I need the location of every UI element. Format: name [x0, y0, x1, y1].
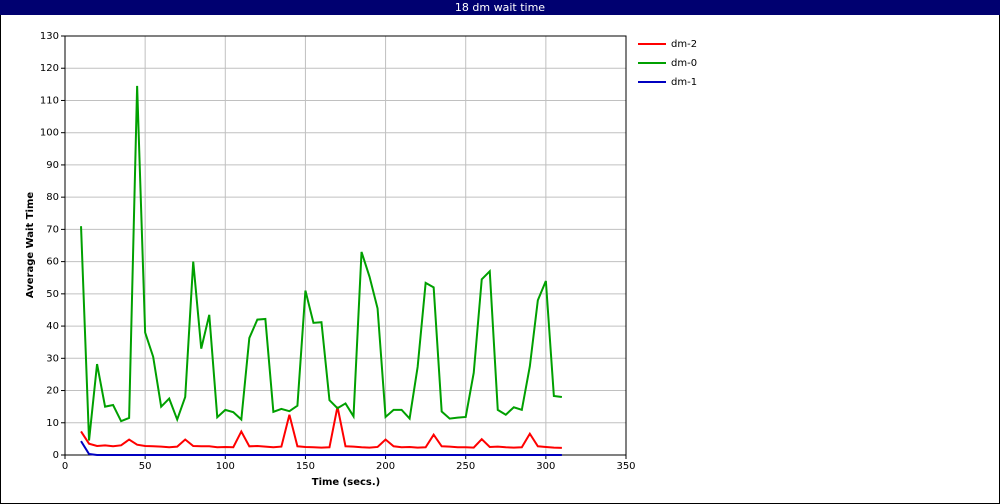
y-tick-label: 40: [46, 321, 59, 332]
y-tick-label: 20: [46, 386, 59, 397]
legend-label: dm-1: [671, 77, 697, 88]
y-tick-label: 10: [46, 418, 59, 429]
x-tick-label: 350: [616, 461, 635, 472]
y-tick-label: 50: [46, 289, 59, 300]
y-tick-label: 90: [46, 160, 59, 171]
y-tick-label: 110: [40, 95, 59, 106]
x-tick-label: 300: [536, 461, 555, 472]
plot-area: [65, 36, 626, 455]
x-axis-label: Time (secs.): [312, 477, 381, 488]
x-tick-label: 250: [456, 461, 475, 472]
series-line: [80, 440, 562, 456]
legend-label: dm-0: [671, 58, 697, 69]
y-tick-label: 60: [46, 257, 59, 268]
x-tick-label: 0: [62, 461, 68, 472]
x-tick-label: 200: [376, 461, 395, 472]
y-tick-label: 100: [40, 128, 59, 139]
series-line: [80, 406, 562, 449]
y-tick-label: 70: [46, 224, 59, 235]
chart-title: 18 dm wait time: [455, 1, 545, 14]
y-tick-label: 80: [46, 192, 59, 203]
series-line: [80, 85, 563, 441]
x-tick-label: 150: [296, 461, 315, 472]
legend-label: dm-2: [671, 39, 697, 50]
x-tick-label: 100: [216, 461, 235, 472]
y-axis-label: Average Wait Time: [25, 192, 36, 299]
y-tick-label: 0: [53, 450, 59, 461]
y-tick-label: 120: [40, 63, 59, 74]
title-bar: [0, 0, 1000, 15]
y-tick-label: 30: [46, 353, 59, 364]
y-tick-label: 130: [40, 31, 59, 42]
x-tick-label: 50: [139, 461, 152, 472]
